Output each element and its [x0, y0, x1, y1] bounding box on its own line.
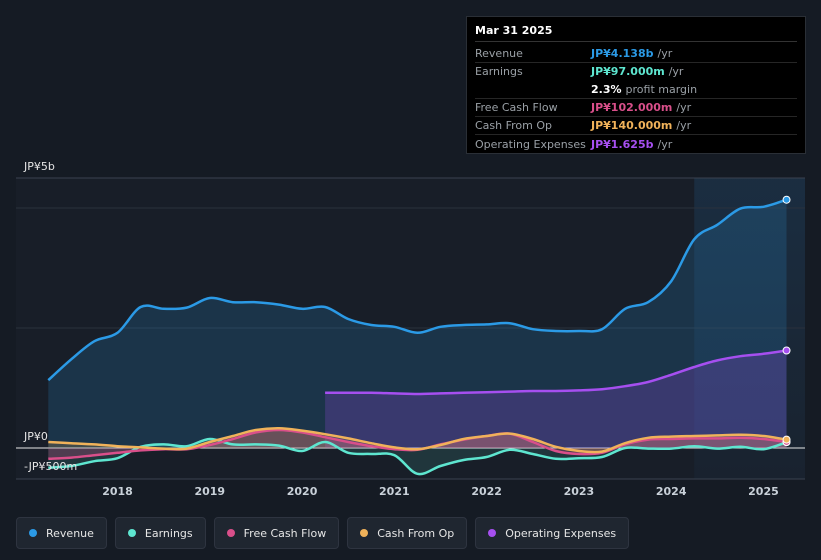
operating-expenses-endpoint	[782, 346, 791, 355]
legend-dot-icon	[360, 529, 369, 537]
tooltip-value: JP¥1.625b	[591, 137, 654, 151]
tooltip-row-revenue: Revenue JP¥4.138b /yr	[475, 45, 797, 64]
operating-expenses-line	[325, 349, 787, 396]
y-tick-label: -JP¥500m	[24, 460, 77, 473]
tooltip-value: 2.3%	[591, 82, 622, 96]
x-tick-label: 2023	[564, 485, 595, 498]
series-endpoints	[782, 195, 791, 447]
tooltip-unit: /yr	[657, 137, 673, 151]
legend-item-earnings[interactable]: Earnings	[114, 517, 206, 549]
cash-from-op-line	[48, 426, 787, 454]
tooltip-row-cash-from-op: Cash From Op JP¥140.000m /yr	[475, 117, 797, 136]
legend-dot-icon	[29, 529, 37, 537]
tooltip-panel: Mar 31 2025 Revenue JP¥4.138b /yr Earnin…	[466, 16, 806, 154]
x-tick-label: 2019	[194, 485, 225, 498]
y-tick-label: JP¥5b	[23, 160, 55, 173]
revenue-endpoint	[782, 195, 791, 204]
tooltip-label: Cash From Op	[475, 119, 553, 133]
legend-item-operating-expenses[interactable]: Operating Expenses	[475, 517, 630, 549]
x-tick-label: 2018	[102, 485, 133, 498]
series-lines	[47, 198, 787, 476]
x-tick-label: 2024	[656, 485, 687, 498]
tooltip-row-profit-margin: 2.3% profit margin	[475, 81, 797, 99]
tooltip-value: JP¥97.000m	[591, 65, 665, 79]
tooltip-value: JP¥140.000m	[591, 119, 673, 133]
legend-label: Free Cash Flow	[243, 526, 327, 540]
tooltip-label: Revenue	[475, 47, 523, 61]
tooltip-unit: /yr	[676, 101, 692, 115]
tooltip-unit: profit margin	[625, 82, 698, 96]
tooltip-value: JP¥102.000m	[591, 101, 673, 115]
y-tick-label: JP¥0	[23, 430, 48, 443]
tooltip-unit: /yr	[676, 119, 692, 133]
legend-item-revenue[interactable]: Revenue	[16, 517, 107, 549]
tooltip-label: Free Cash Flow	[475, 101, 558, 115]
cash-from-op-endpoint	[782, 435, 791, 444]
legend-label: Revenue	[46, 526, 94, 540]
legend-dot-icon	[226, 529, 235, 537]
legend: Revenue Earnings Free Cash Flow Cash Fro…	[16, 517, 630, 549]
cash-from-op-area	[48, 428, 787, 453]
tooltip-label: Earnings	[475, 65, 523, 79]
legend-label: Earnings	[144, 526, 193, 540]
tooltip-row-earnings: Earnings JP¥97.000m /yr	[475, 63, 797, 80]
tooltip-unit: /yr	[657, 47, 673, 61]
legend-item-cash-from-op[interactable]: Cash From Op	[347, 517, 468, 549]
tooltip-row-free-cash-flow: Free Cash Flow JP¥102.000m /yr	[475, 99, 797, 118]
x-tick-label: 2025	[748, 485, 779, 498]
legend-dot-icon	[488, 529, 497, 537]
tooltip-label: Operating Expenses	[475, 137, 586, 151]
x-tick-label: 2020	[287, 485, 318, 498]
revenue-line	[47, 198, 787, 382]
legend-label: Cash From Op	[377, 526, 455, 540]
tooltip-unit: /yr	[668, 65, 684, 79]
tooltip-date: Mar 31 2025	[475, 24, 797, 42]
revenue-area	[48, 199, 787, 448]
x-tick-label: 2021	[379, 485, 410, 498]
legend-label: Operating Expenses	[505, 526, 617, 540]
x-axis-labels: 2018 2019 2020 2021 2022 2023 2024 2025	[102, 485, 779, 498]
y-axis-labels: JP¥5b JP¥0 -JP¥500m	[23, 160, 77, 473]
tooltip-row-operating-expenses: Operating Expenses JP¥1.625b /yr	[475, 135, 797, 152]
x-tick-label: 2022	[471, 485, 502, 498]
tooltip-value: JP¥4.138b	[591, 47, 654, 61]
legend-dot-icon	[127, 529, 136, 537]
earnings-area	[48, 438, 787, 475]
legend-item-free-cash-flow[interactable]: Free Cash Flow	[213, 517, 340, 549]
earnings-line	[48, 437, 787, 476]
